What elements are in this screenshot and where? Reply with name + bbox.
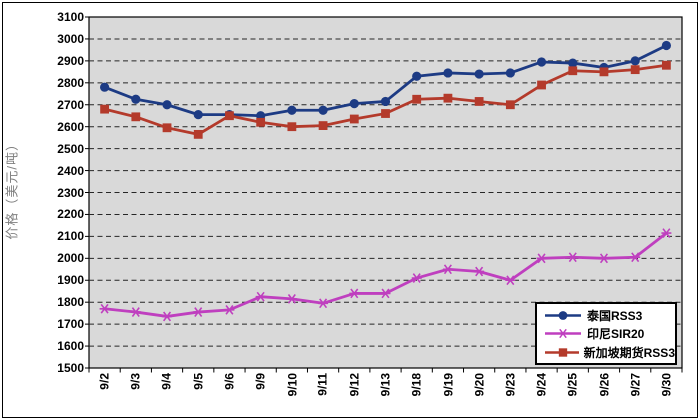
y-axis-tick-label: 3000 bbox=[57, 31, 84, 46]
legend-label-thailand-rss3: 泰国RSS3 bbox=[587, 308, 643, 323]
y-axis-tick-label: 2500 bbox=[57, 141, 84, 156]
x-axis-tick-label: 9/4 bbox=[160, 373, 175, 390]
legend-label-indonesia-sir20: 印尼SIR20 bbox=[587, 327, 645, 341]
y-axis-tick-label: 1900 bbox=[57, 273, 84, 288]
x-axis-tick-label: 9/27 bbox=[628, 373, 643, 397]
x-axis-tick-label: 9/18 bbox=[409, 373, 424, 397]
legend: 泰国RSS3 印尼SIR20 新加坡期货RSS3 bbox=[535, 302, 677, 365]
x-axis-tick-label: 9/20 bbox=[472, 373, 487, 397]
x-axis-tick-label: 9/9 bbox=[253, 373, 268, 390]
y-axis-tick-label: 2400 bbox=[57, 163, 84, 178]
legend-item-thailand-rss3: 泰国RSS3 bbox=[544, 308, 675, 323]
y-axis-tick-label: 2200 bbox=[57, 207, 84, 222]
x-axis-tick-label: 9/23 bbox=[503, 373, 518, 397]
y-axis-tick-label: 2600 bbox=[57, 119, 84, 134]
x-axis-tick-label: 9/2 bbox=[97, 373, 112, 390]
y-axis-title: 价格（美元/吨） bbox=[5, 137, 20, 240]
x-axis-tick-label: 9/30 bbox=[659, 373, 674, 397]
x-axis-tick-label: 9/26 bbox=[596, 373, 611, 397]
y-axis-tick-label: 1700 bbox=[57, 317, 84, 332]
y-axis-tick-label: 2000 bbox=[57, 251, 84, 266]
y-axis-tick-label: 2900 bbox=[57, 53, 84, 68]
x-axis-tick-label: 9/5 bbox=[191, 373, 206, 390]
y-axis-tick-label: 3100 bbox=[57, 10, 84, 24]
y-axis-tick-label: 2800 bbox=[57, 75, 84, 90]
y-axis-tick-label: 2300 bbox=[57, 185, 84, 200]
x-axis-tick-label: 9/6 bbox=[222, 373, 237, 390]
y-axis-tick-label: 1600 bbox=[57, 339, 84, 354]
x-axis-tick-label: 9/19 bbox=[440, 373, 455, 397]
legend-line-circle-marker-icon bbox=[545, 310, 581, 320]
x-axis-tick-label: 9/10 bbox=[284, 373, 299, 397]
series-泰国RSS3 bbox=[100, 40, 671, 121]
series-印尼SIR20 bbox=[99, 228, 672, 322]
x-axis-tick-label: 9/25 bbox=[565, 373, 580, 397]
x-axis-tick-label: 9/11 bbox=[316, 373, 331, 396]
x-axis-tick-label: 9/12 bbox=[347, 373, 362, 397]
legend-line-square-marker-icon bbox=[545, 347, 579, 357]
x-axis-tick-label: 9/24 bbox=[534, 373, 549, 397]
y-axis-tick-label: 2700 bbox=[57, 97, 84, 112]
legend-label-singapore-futures-rss3: 新加坡期货RSS3 bbox=[583, 345, 675, 360]
legend-item-singapore-futures-rss3: 新加坡期货RSS3 bbox=[544, 345, 675, 360]
x-axis-tick-label: 9/13 bbox=[378, 373, 393, 397]
y-axis-tick-label: 2100 bbox=[57, 229, 84, 244]
legend-item-indonesia-sir20: 印尼SIR20 bbox=[544, 326, 675, 341]
series-新加坡期货RSS3 bbox=[100, 60, 671, 139]
legend-line-star-marker-icon bbox=[545, 328, 581, 339]
x-axis-tick-label: 9/3 bbox=[128, 373, 143, 390]
y-axis-tick-label: 1500 bbox=[57, 361, 84, 375]
y-axis-tick-label: 1800 bbox=[57, 295, 84, 310]
